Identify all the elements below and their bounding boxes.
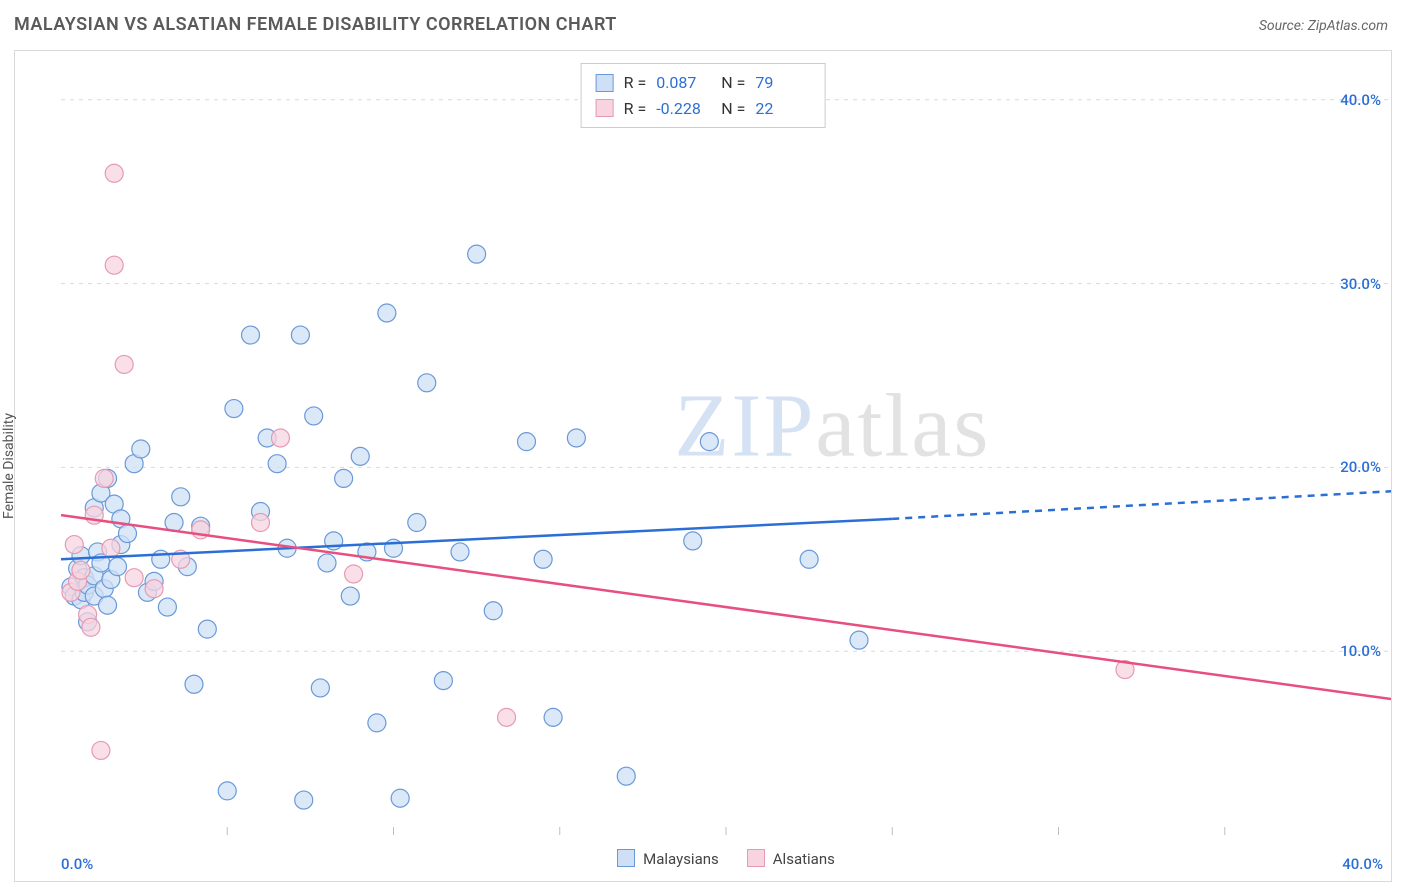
scatter-point: [119, 525, 137, 543]
scatter-point: [351, 447, 369, 465]
plot-area: ZIPatlas 10.0%20.0%30.0%40.0%: [61, 63, 1391, 835]
scatter-point: [125, 569, 143, 587]
scatter-point: [468, 245, 486, 263]
scatter-point: [271, 429, 289, 447]
scatter-point: [198, 620, 216, 638]
stats-n-label: N =: [721, 70, 745, 96]
scatter-point: [252, 514, 270, 532]
stats-r-label: R =: [624, 70, 647, 96]
trend-line: [61, 519, 892, 559]
stats-row: R = 0.087 N = 79: [596, 70, 811, 96]
scatter-point: [378, 304, 396, 322]
legend-swatch: [617, 849, 635, 867]
scatter-point: [105, 164, 123, 182]
scatter-point: [99, 596, 117, 614]
scatter-point: [451, 543, 469, 561]
trend-line: [61, 515, 1391, 699]
scatter-point: [242, 326, 260, 344]
scatter-point: [800, 550, 818, 568]
scatter-point: [544, 708, 562, 726]
scatter-point: [391, 789, 409, 807]
scatter-point: [268, 455, 286, 473]
scatter-point: [109, 558, 127, 576]
scatter-point: [498, 708, 516, 726]
scatter-point: [92, 741, 110, 759]
stats-row: R = -0.228 N = 22: [596, 96, 811, 122]
legend-swatch: [747, 849, 765, 867]
scatter-point: [335, 469, 353, 487]
scatter-point: [82, 618, 100, 636]
scatter-point: [700, 433, 718, 451]
scatter-point: [368, 714, 386, 732]
stats-n-label: N =: [721, 96, 745, 122]
scatter-point: [102, 539, 120, 557]
scatter-point: [115, 355, 133, 373]
scatter-point: [291, 326, 309, 344]
scatter-point: [408, 514, 426, 532]
chart-title: MALAYSIAN VS ALSATIAN FEMALE DISABILITY …: [14, 14, 617, 35]
chart-container: Female Disability R =0.087N =79R =-0.228…: [14, 50, 1392, 882]
stats-legend-box: R = 0.087 N = 79 R = -0.228 N = 22: [581, 63, 826, 128]
scatter-point: [534, 550, 552, 568]
scatter-point: [418, 374, 436, 392]
stats-n-value: 22: [755, 96, 810, 122]
trend-line-dashed: [892, 491, 1391, 519]
scatter-point: [518, 433, 536, 451]
scatter-point: [105, 256, 123, 274]
scatter-point: [434, 672, 452, 690]
scatter-point: [72, 561, 90, 579]
stats-r-value: 0.087: [656, 70, 711, 96]
scatter-point: [684, 532, 702, 550]
y-tick-label: 30.0%: [1340, 275, 1381, 293]
legend-label: Alsatians: [773, 850, 835, 868]
scatter-point: [318, 554, 336, 572]
scatter-point: [341, 587, 359, 605]
scatter-point: [311, 679, 329, 697]
stats-swatch: [596, 74, 614, 92]
scatter-point: [567, 429, 585, 447]
y-tick-label: 40.0%: [1340, 91, 1381, 109]
scatter-point: [132, 440, 150, 458]
legend-item: Alsatians: [747, 849, 835, 868]
y-axis-label: Female Disability: [1, 413, 17, 519]
scatter-point: [185, 675, 203, 693]
stats-swatch: [596, 99, 614, 117]
legend-bottom: Malaysians Alsatians: [61, 843, 1391, 873]
scatter-point: [95, 469, 113, 487]
source-label: Source: ZipAtlas.com: [1259, 18, 1388, 34]
stats-r-label: R =: [624, 96, 647, 122]
stats-n-value: 79: [755, 70, 810, 96]
scatter-point: [295, 791, 313, 809]
legend-label: Malaysians: [643, 850, 719, 868]
y-tick-label: 20.0%: [1340, 458, 1381, 476]
scatter-point: [484, 602, 502, 620]
scatter-point: [617, 767, 635, 785]
scatter-point: [850, 631, 868, 649]
scatter-point: [218, 782, 236, 800]
scatter-point: [158, 598, 176, 616]
scatter-point: [305, 407, 323, 425]
legend-item: Malaysians: [617, 849, 719, 868]
scatter-point: [145, 580, 163, 598]
stats-r-value: -0.228: [656, 96, 711, 122]
scatter-point: [172, 488, 190, 506]
scatter-point: [225, 400, 243, 418]
y-tick-label: 10.0%: [1340, 642, 1381, 660]
scatter-point: [65, 536, 83, 554]
scatter-point: [345, 565, 363, 583]
